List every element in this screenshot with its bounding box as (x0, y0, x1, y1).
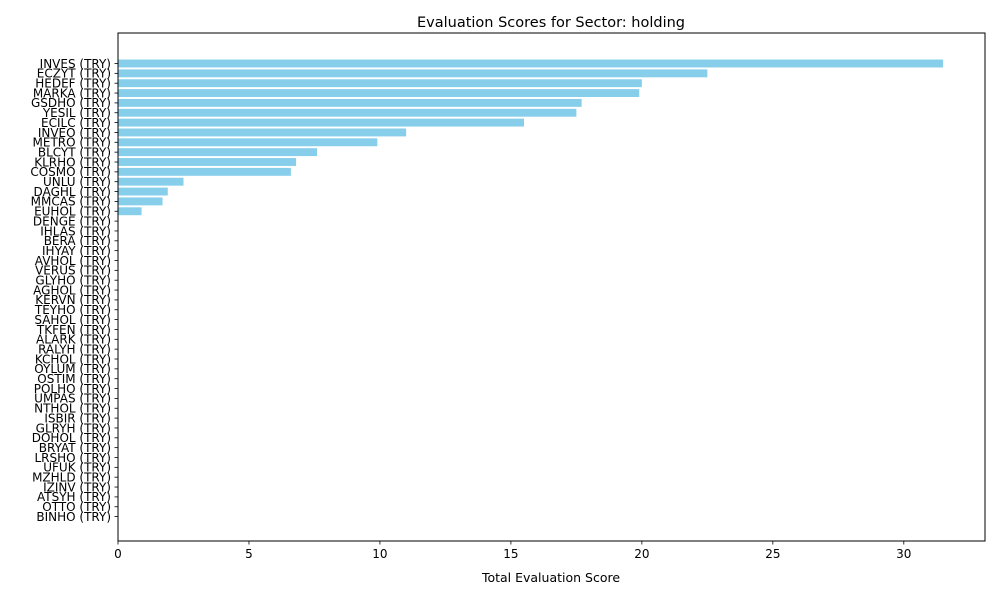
y-tick-label: METRO (TRY) (33, 136, 111, 150)
bar-ecilc (118, 118, 524, 127)
x-tick-label: 25 (765, 547, 780, 561)
x-tick-label: 20 (634, 547, 649, 561)
y-tick-label: ECILC (TRY) (41, 116, 111, 130)
y-tick-label: UFUK (TRY) (43, 461, 111, 475)
bar-metro (118, 138, 378, 147)
y-tick-label: EUHOL (TRY) (34, 205, 111, 219)
y-tick-label: BLCYT (TRY) (38, 145, 111, 159)
y-tick-label: MZHLD (TRY) (32, 471, 111, 485)
x-tick-label: 0 (114, 547, 122, 561)
y-tick-label: ISBIR (TRY) (44, 411, 111, 425)
y-tick-label: LRSHO (TRY) (34, 451, 111, 465)
y-tick-label: TEYHO (TRY) (34, 303, 111, 317)
y-tick-label: BRYAT (TRY) (39, 441, 111, 455)
y-tick-label: DENGE (TRY) (33, 214, 111, 228)
y-tick-label: OYLUM (TRY) (34, 362, 111, 376)
x-tick-label: 15 (503, 547, 518, 561)
bar-blcyt (118, 148, 318, 157)
y-tick-label: ALARK (TRY) (36, 333, 111, 347)
bars-group (118, 59, 944, 216)
y-tick-label: KCHOL (TRY) (35, 352, 111, 366)
y-tick-label: NTHOL (TRY) (34, 402, 111, 416)
bar-euhol (118, 207, 142, 216)
y-tick-label: UNLU (TRY) (43, 175, 111, 189)
bar-inves (118, 59, 944, 68)
bar-klrho (118, 158, 297, 166)
bar-mmcas (118, 197, 163, 206)
y-tick-label: AVHOL (TRY) (35, 254, 111, 268)
y-tick-label: AGHOL (TRY) (33, 283, 111, 297)
y-tick-label: DAGHL (TRY) (34, 185, 111, 199)
y-tick-label: HEDEF (TRY) (35, 77, 111, 91)
chart-title: Evaluation Scores for Sector: holding (417, 15, 685, 31)
plot-frame (117, 32, 986, 542)
y-tick-label: KLRHO (TRY) (34, 155, 111, 169)
bar-unlu (118, 177, 184, 186)
bar-marka (118, 89, 640, 97)
x-tick-label: 10 (372, 547, 387, 561)
y-tick-label: SAHOL (TRY) (34, 313, 111, 327)
x-tick-label: 30 (896, 547, 911, 561)
y-tick-label: BINHO (TRY) (36, 510, 111, 524)
bar-daghl (118, 187, 168, 196)
bar-gsdho (118, 98, 582, 107)
y-tick-label: ECZYT (TRY) (37, 67, 111, 81)
bar-eczyt (118, 69, 708, 78)
y-tick-label: UMPAS (TRY) (34, 392, 111, 406)
y-tick-label: GLRYH (TRY) (36, 421, 111, 435)
y-tick-label: ATSYH (TRY) (37, 490, 111, 504)
x-axis-label: Total Evaluation Score (481, 570, 620, 585)
y-tick-label: GLYHO (TRY) (35, 274, 111, 288)
y-tick-label: KERVN (TRY) (35, 293, 111, 307)
y-tick-label: MMCAS (TRY) (31, 195, 111, 209)
y-tick-label: OTTO (TRY) (42, 500, 111, 514)
y-tick-label: COSMO (TRY) (30, 165, 111, 179)
y-tick-label: YESIL (TRY) (42, 106, 111, 120)
bar-inveo (118, 128, 407, 137)
y-tick-label: POLHO (TRY) (34, 382, 111, 396)
x-tick-label: 5 (245, 547, 253, 561)
y-tick-label: OSTIM (TRY) (37, 372, 111, 386)
bar-yesil (118, 108, 577, 117)
y-tick-label: VERUS (TRY) (35, 264, 111, 278)
y-tick-label: BERA (TRY) (44, 234, 111, 248)
y-tick-label: TKFEN (TRY) (36, 323, 111, 337)
y-tick-label: MARKA (TRY) (33, 86, 111, 100)
bar-cosmo (118, 167, 291, 176)
y-tick-label: RALYH (TRY) (38, 342, 111, 356)
y-tick-label: IZINV (TRY) (43, 480, 111, 494)
y-tick-label: INVEO (TRY) (38, 126, 111, 140)
bar-hedef (118, 79, 642, 88)
y-tick-label: INVES (TRY) (40, 57, 111, 71)
y-tick-label: IHYAY (TRY) (42, 244, 111, 258)
y-tick-label: DOHOL (TRY) (32, 431, 111, 445)
y-tick-label: IHLAS (TRY) (40, 224, 111, 238)
y-axis-ticks: INVES (TRY)ECZYT (TRY)HEDEF (TRY)MARKA (… (30, 57, 118, 524)
y-tick-label: GSDHO (TRY) (31, 96, 111, 110)
x-axis-ticks: 0 5 10 15 20 25 30 (114, 541, 911, 561)
